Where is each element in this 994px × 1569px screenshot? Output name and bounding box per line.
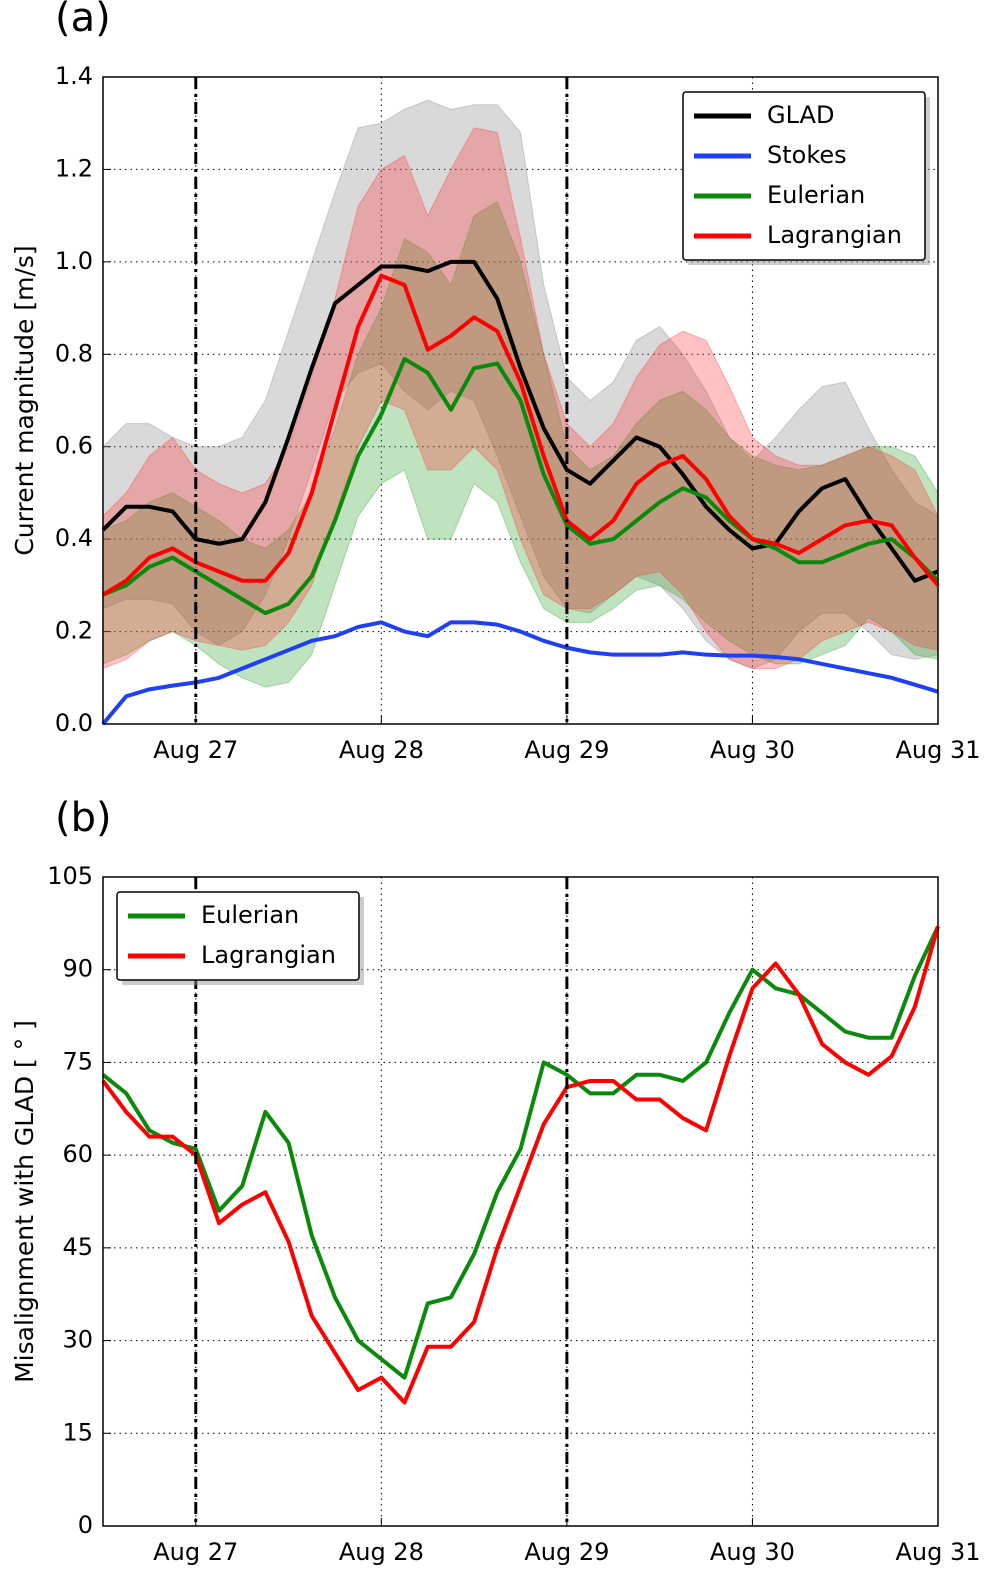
legend [682, 91, 926, 261]
legend-label: Eulerian [767, 181, 865, 209]
y-tick-label: 90 [62, 955, 93, 983]
legend-label: Lagrangian [767, 221, 902, 249]
y-tick-label: 0 [78, 1511, 93, 1539]
x-tick-label: Aug 31 [895, 736, 980, 764]
y-tick-label: 105 [47, 862, 93, 890]
line [101, 925, 940, 1405]
legend-label: Stokes [767, 141, 847, 169]
y-tick-label: 1.0 [55, 247, 93, 275]
y-tick-label: 15 [62, 1418, 93, 1446]
x-tick-label: Aug 30 [710, 1538, 795, 1565]
y-tick-label: 0.8 [55, 339, 93, 367]
x-tick-label: Aug 28 [339, 1538, 424, 1565]
x-tick-label: Aug 27 [153, 736, 238, 764]
line [102, 356, 940, 616]
line [101, 620, 939, 726]
y-tick-label: 30 [62, 1326, 93, 1354]
x-tick-label: Aug 28 [339, 736, 424, 764]
y-tick-label: 0.4 [55, 524, 93, 552]
y-tick-label: 0.2 [55, 617, 93, 645]
y-tick-label: 1.2 [55, 154, 93, 182]
x-tick-label: Aug 30 [710, 736, 795, 764]
line [101, 259, 939, 583]
y-axis-label: Current magnitude [m/s] [10, 245, 39, 555]
y-tick-label: 0.0 [55, 709, 93, 737]
panel-label: (b) [55, 795, 112, 841]
y-tick-label: 0.6 [55, 432, 93, 460]
y-tick-label: 1.4 [55, 62, 93, 90]
legend-label: Lagrangian [201, 941, 336, 969]
y-tick-label: 45 [62, 1233, 93, 1261]
x-tick-label: Aug 27 [153, 1538, 238, 1565]
plot-frame [102, 76, 939, 725]
y-tick-label: 60 [62, 1140, 93, 1168]
legend-label: GLAD [767, 101, 834, 129]
panel-label: (a) [55, 0, 111, 41]
x-tick-label: Aug 31 [895, 1538, 980, 1565]
x-tick-label: Aug 29 [524, 1538, 609, 1565]
y-tick-label: 75 [62, 1047, 93, 1075]
line [101, 273, 940, 597]
x-tick-label: Aug 29 [524, 736, 609, 764]
legend-label: Eulerian [201, 901, 299, 929]
y-axis-label: Misalignment with GLAD [ ° ] [10, 1020, 39, 1383]
plot-frame [102, 876, 939, 1527]
line [101, 925, 940, 1380]
